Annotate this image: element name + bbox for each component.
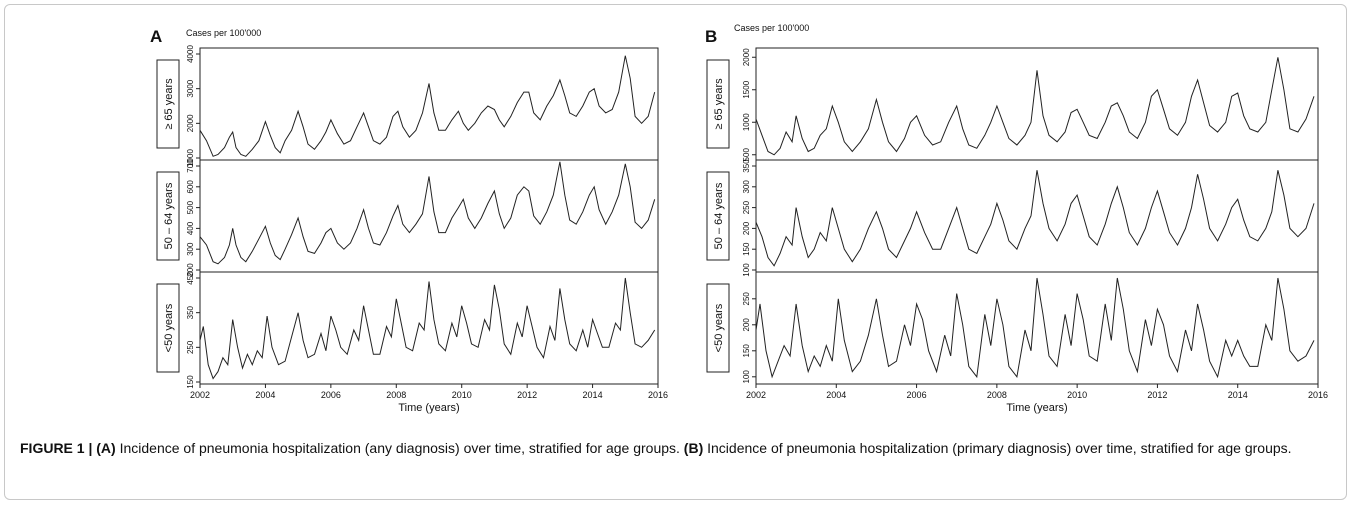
y-tick-label: 250: [186, 340, 195, 354]
panel-label-b: B: [705, 27, 717, 46]
y-tick-label: 200: [742, 221, 751, 235]
chart-panel-a: A Cases per 100'000 ≥ 65 years 1000 2000 3000…: [150, 27, 668, 414]
y-tick-label: 1000: [186, 149, 195, 167]
x-tick-label: 2006: [907, 390, 927, 400]
y-tick-label: 4000: [186, 45, 195, 63]
series-line: [755, 277, 1315, 379]
facet-frame: [199, 271, 659, 385]
series-line: [755, 57, 1315, 156]
x-tick-label: 2008: [386, 390, 406, 400]
y-tick-label: 350: [186, 305, 195, 319]
facet-a-1: ≥ 65 years 1000 2000 3000 4000: [156, 45, 659, 167]
facet-a-3: <50 years 150 250 350 450: [156, 271, 659, 389]
facet-strip: [156, 171, 180, 261]
x-tick-label: 2016: [648, 390, 668, 400]
x-tick-label: 2010: [1067, 390, 1087, 400]
y-tick-label: 200: [186, 263, 195, 277]
x-tick-label: 2014: [1228, 390, 1248, 400]
facet-strip-label: ≥ 65 years: [163, 78, 175, 130]
y-tick-label: 500: [186, 200, 195, 214]
y-tick-label: 350: [742, 159, 751, 173]
y-tick-label: 250: [742, 292, 751, 306]
x-tick-label: 2002: [746, 390, 766, 400]
x-tick-label: 2010: [452, 390, 472, 400]
y-tick-label: 400: [186, 221, 195, 235]
caption-part-a-label: (A): [96, 440, 116, 456]
y-tick-label: 1000: [742, 113, 751, 131]
y-tick-label: 150: [742, 344, 751, 358]
x-tick-label: 2004: [826, 390, 846, 400]
x-tick-label: 2008: [987, 390, 1007, 400]
y-tick-label: 250: [742, 200, 751, 214]
x-tick-label: 2002: [190, 390, 210, 400]
y-tick-label: 300: [742, 180, 751, 194]
x-tick-label: 2012: [1147, 390, 1167, 400]
x-axis-title-a: Time (years): [398, 402, 459, 414]
facet-frame: [755, 47, 1319, 161]
y-axis-title-a: Cases per 100'000: [186, 28, 261, 38]
y-tick-label: 2000: [186, 114, 195, 132]
chart-panel-b: B Cases per 100'000 ≥ 65 years 500 1000 1500 2…: [705, 23, 1328, 414]
x-tick-label: 2016: [1308, 390, 1328, 400]
series-line: [755, 170, 1315, 267]
y-axis-title-b: Cases per 100'000: [734, 23, 809, 33]
facet-frame: [755, 159, 1319, 273]
facet-strip-label: <50 years: [713, 303, 725, 352]
x-tick-label: 2014: [583, 390, 603, 400]
y-tick-label: 150: [742, 242, 751, 256]
y-tick-label: 2000: [742, 48, 751, 66]
facet-b-2: 50 – 64 years 100 150 200 250 300 350: [706, 159, 1319, 277]
y-tick-label: 500: [742, 148, 751, 162]
x-axis-title-b: Time (years): [1006, 402, 1067, 414]
facet-strip: [706, 59, 730, 149]
y-tick-label: 100: [742, 263, 751, 277]
y-tick-label: 200: [742, 318, 751, 332]
facet-b-1: ≥ 65 years 500 1000 1500 2000: [706, 47, 1319, 162]
x-tick-label: 2004: [255, 390, 275, 400]
facet-b-3: <50 years 100 150 200 250: [706, 271, 1319, 385]
caption-figure-label: FIGURE 1 |: [20, 440, 93, 456]
caption-part-b-text: Incidence of pneumonia hospitalization (…: [703, 440, 1292, 456]
y-tick-label: 300: [186, 242, 195, 256]
facet-strip-label: <50 years: [163, 303, 175, 352]
series-line: [199, 161, 656, 265]
y-tick-label: 600: [186, 180, 195, 194]
x-axis-a: 2002 2004 2006 2008 2010 2012 2014 2016 Time (ye…: [190, 384, 668, 414]
y-tick-label: 150: [186, 375, 195, 389]
y-tick-label: 3000: [186, 79, 195, 97]
series-line: [199, 277, 656, 380]
figure-plots: A Cases per 100'000 ≥ 65 years 1000 2000 3000…: [150, 23, 1328, 414]
facet-strip: [156, 59, 180, 149]
caption-part-a-text: Incidence of pneumonia hospitalization (…: [115, 440, 684, 456]
caption-part-b-label: (B): [683, 440, 704, 456]
y-tick-label: 700: [186, 159, 195, 173]
y-tick-label: 450: [186, 271, 195, 285]
facet-strip: [156, 283, 180, 373]
series-line: [199, 55, 656, 157]
x-tick-label: 2012: [517, 390, 537, 400]
y-tick-label: 1500: [742, 80, 751, 98]
facet-frame: [755, 271, 1319, 385]
figure-caption: FIGURE 1 | (A) Incidence of pneumonia ho…: [20, 437, 1330, 459]
facet-strip: [706, 283, 730, 373]
x-axis-b: 2002 2004 2006 2008 2010 2012 2014 2016 Time (ye…: [746, 384, 1328, 414]
figure-frame: [4, 4, 1347, 500]
facet-strip: [706, 171, 730, 261]
facet-frame: [199, 47, 659, 161]
x-tick-label: 2006: [321, 390, 341, 400]
y-tick-label: 100: [742, 370, 751, 384]
facet-strip-label: 50 – 64 years: [713, 182, 725, 249]
facet-strip-label: ≥ 65 years: [713, 78, 725, 130]
facet-strip-label: 50 – 64 years: [163, 182, 175, 249]
facet-a-2: 50 – 64 years 200 300 400 500 600 700: [156, 159, 659, 277]
panel-label-a: A: [150, 27, 162, 46]
